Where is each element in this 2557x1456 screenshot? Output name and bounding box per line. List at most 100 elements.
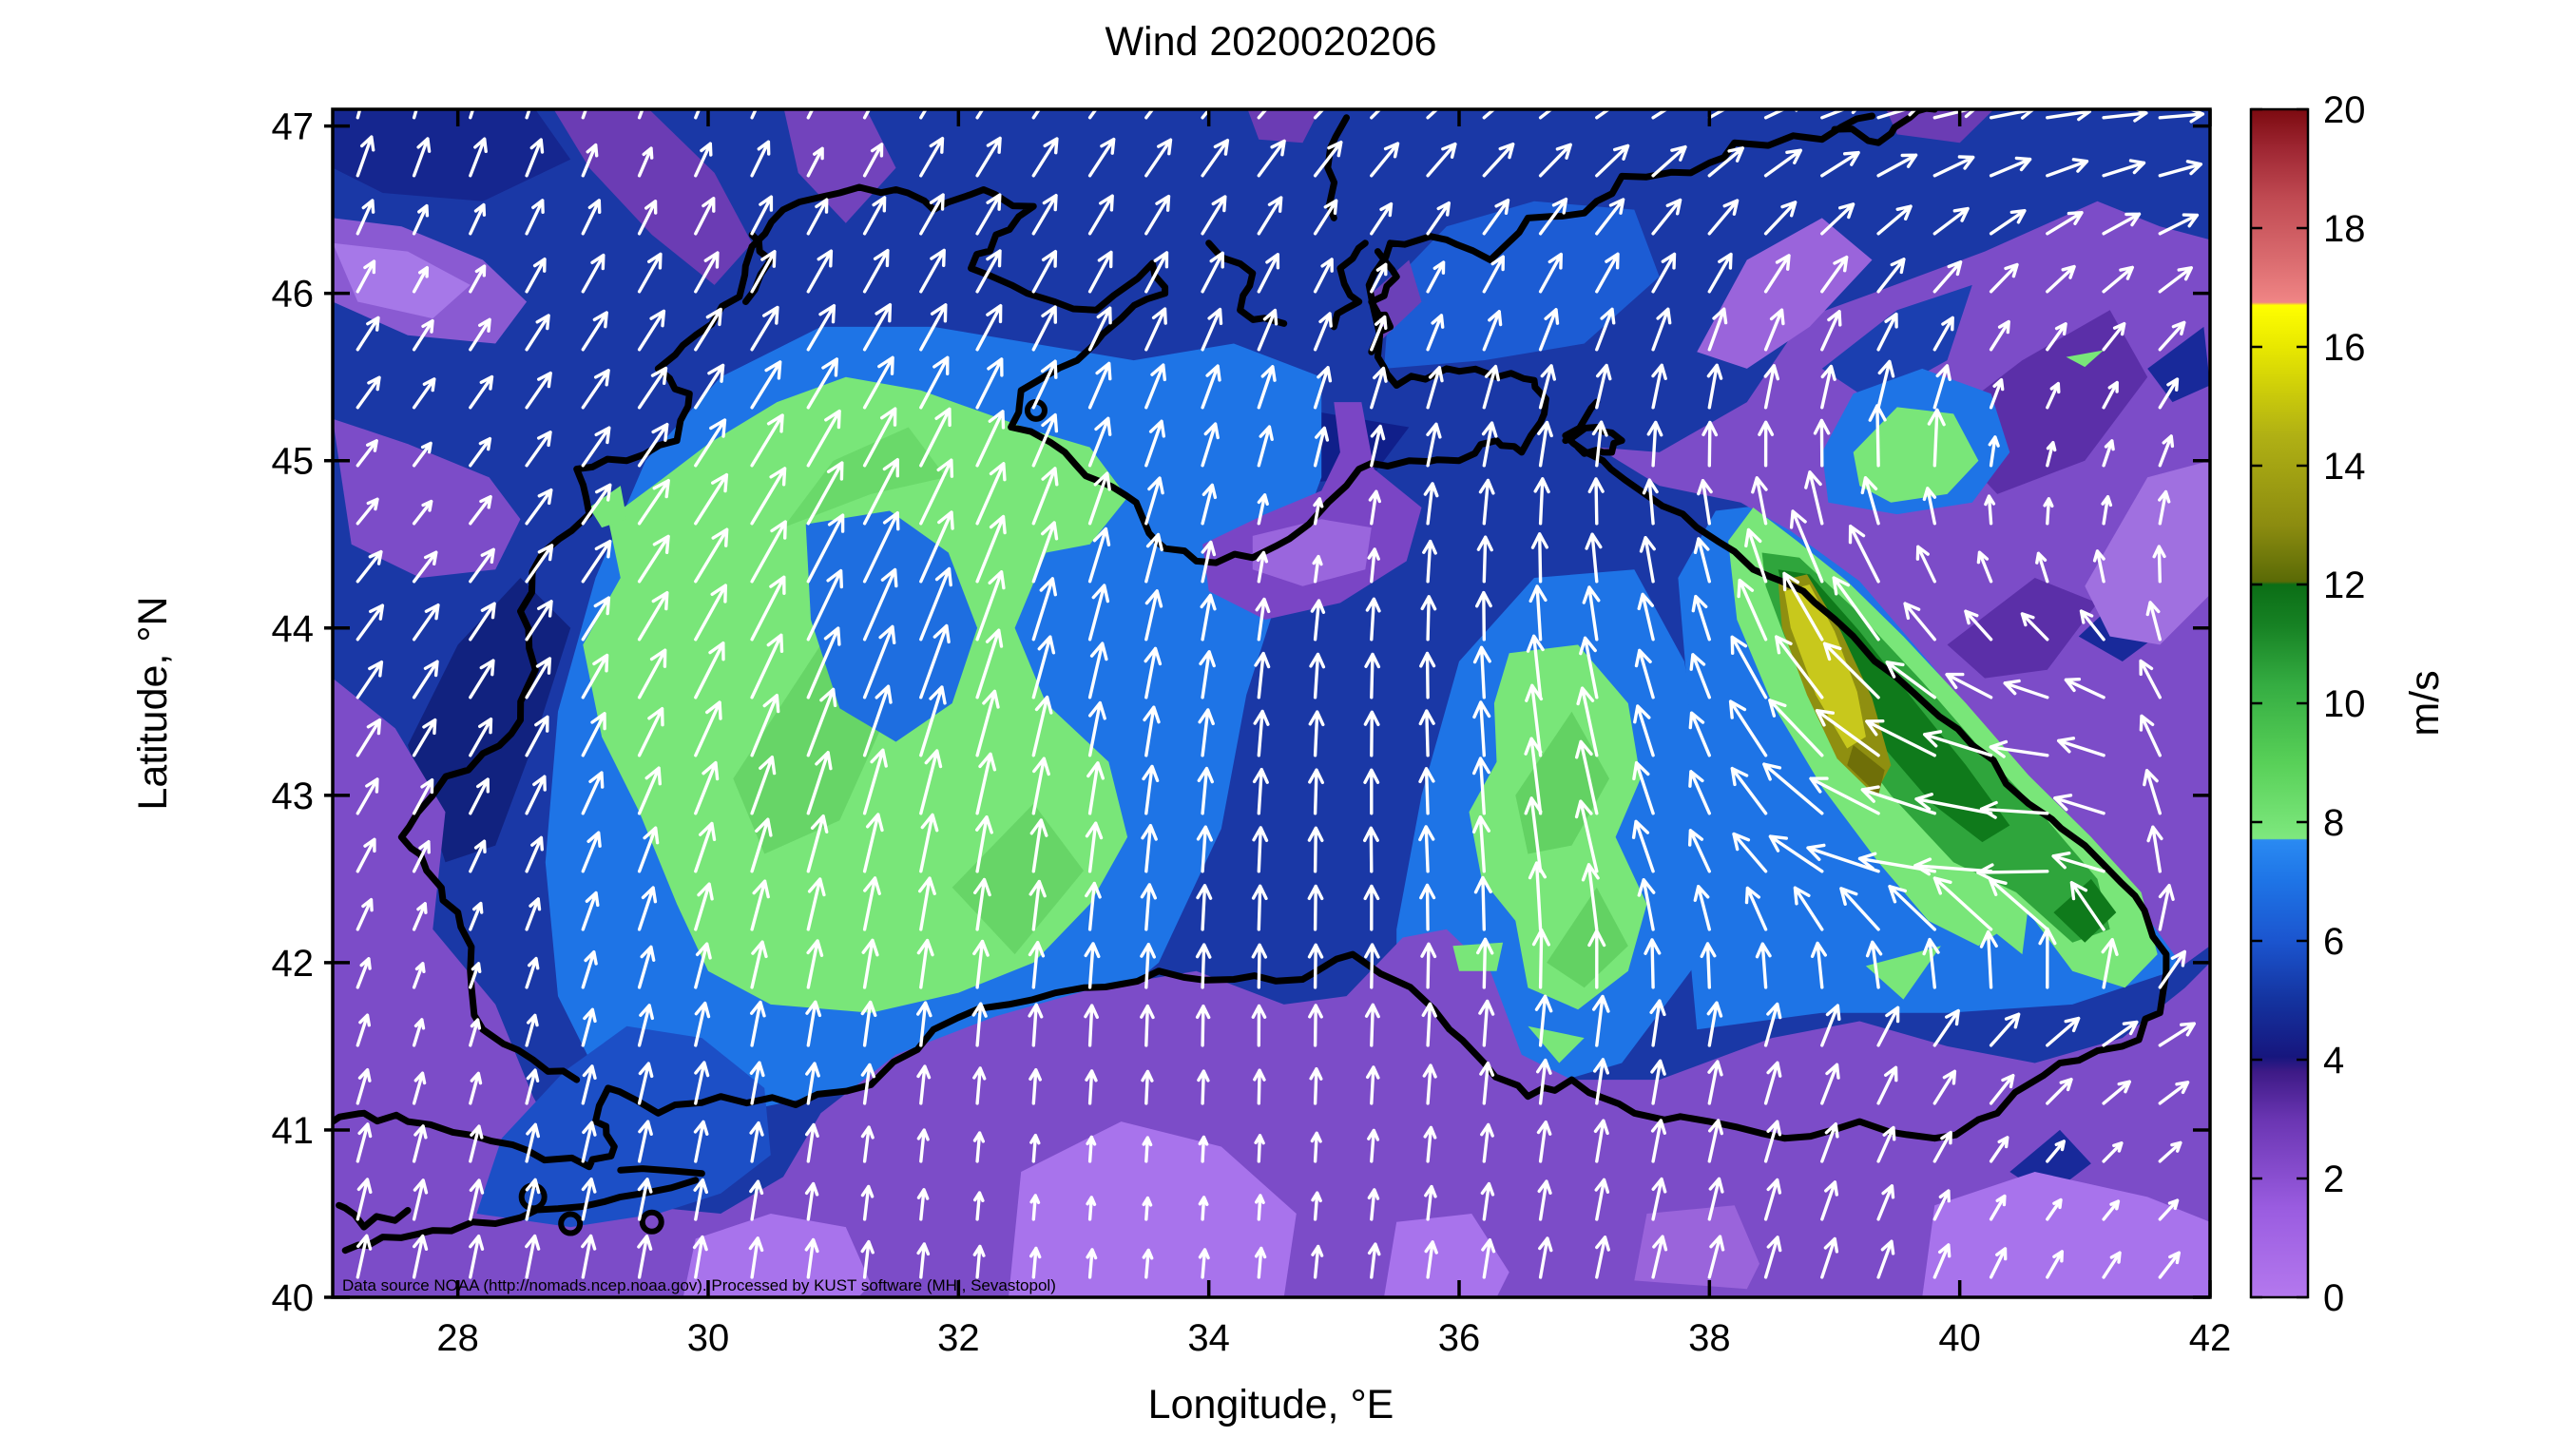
quiver-arrow — [2102, 439, 2115, 468]
quiver-arrow — [694, 197, 716, 236]
quiver-arrow — [2158, 266, 2193, 294]
quiver-arrow — [356, 718, 382, 757]
quiver-arrow — [581, 1064, 597, 1105]
quiver-arrow — [919, 137, 945, 178]
quiver-arrow — [525, 600, 553, 642]
quiver-arrow — [1860, 476, 1880, 526]
quiver-arrow — [525, 109, 531, 120]
quiver-arrow — [2217, 964, 2253, 987]
quiver-arrow — [637, 252, 663, 294]
quiver-arrow — [2158, 320, 2186, 352]
quiver-arrow — [975, 570, 1006, 642]
quiver-arrow — [1201, 364, 1221, 410]
quiver-arrow — [525, 1068, 540, 1105]
quiver-arrow — [1144, 589, 1163, 642]
quiver-arrow — [1200, 593, 1217, 642]
quiver-arrow — [412, 203, 430, 236]
y-tick-label: 41 — [272, 1110, 315, 1152]
quiver-arrow — [806, 409, 841, 468]
quiver-arrow — [637, 707, 664, 757]
quiver-arrow — [1479, 1062, 1495, 1105]
quiver-arrow — [581, 712, 606, 757]
quiver-arrow — [1311, 1244, 1324, 1279]
quiver-arrow — [1085, 821, 1104, 873]
quiver-arrow — [1763, 109, 1799, 120]
quiver-arrow — [1707, 199, 1740, 236]
quiver-arrow — [1257, 139, 1286, 178]
quiver-arrow — [862, 511, 900, 584]
quiver-arrow — [2046, 322, 2067, 352]
quiver-arrow — [2217, 1141, 2241, 1161]
quiver-arrow — [1876, 109, 1918, 120]
quiver-arrow — [1707, 146, 1744, 178]
quiver-arrow — [1142, 764, 1160, 815]
quiver-arrow — [1370, 142, 1400, 178]
quiver-arrow — [1144, 476, 1164, 526]
region-violet-1 — [683, 1214, 872, 1297]
quiver-arrow — [581, 771, 605, 815]
quiver-arrow — [2214, 599, 2226, 639]
quiver-arrow — [2217, 715, 2232, 756]
quiver-arrow — [1976, 550, 1993, 584]
quiver-arrow — [1593, 1058, 1609, 1105]
quiver-arrow — [2102, 159, 2146, 178]
quiver-arrow — [1084, 1004, 1099, 1047]
quiver-arrow — [637, 591, 669, 642]
coast-marmara-south — [341, 1177, 700, 1255]
quiver-arrow — [1367, 1128, 1380, 1163]
quiver-arrow — [1257, 253, 1280, 294]
quiver-arrow — [1585, 532, 1603, 584]
quiver-arrow — [1198, 1135, 1209, 1163]
quiver-arrow — [1367, 1188, 1380, 1221]
quiver-arrow — [581, 1178, 597, 1221]
quiver-arrow — [469, 436, 492, 468]
quiver-arrow — [356, 1234, 373, 1279]
quiver-arrow — [356, 259, 376, 294]
quiver-arrow — [1989, 209, 2027, 236]
quiver-arrow — [1364, 943, 1380, 989]
quiver-arrow — [1144, 138, 1173, 178]
quiver-arrow — [1031, 521, 1059, 584]
quiver-arrow — [1426, 314, 1445, 352]
quiver-arrow — [2102, 1080, 2131, 1105]
quiver-arrow — [637, 1235, 653, 1279]
quiver-arrow — [412, 377, 436, 410]
region-navy-top-left — [333, 109, 571, 201]
quiver-arrow — [2102, 212, 2142, 236]
quiver-arrow — [1839, 887, 1880, 931]
quiver-arrow — [469, 839, 487, 873]
quiver-arrow — [581, 831, 602, 873]
quiver-arrow — [1307, 884, 1324, 931]
quiver-arrow — [1651, 1235, 1668, 1279]
quiver-arrow — [581, 653, 609, 699]
quiver-arrow — [1426, 366, 1444, 410]
quiver-arrow — [750, 360, 782, 410]
quiver-arrow — [860, 1239, 875, 1279]
quiver-arrow — [1426, 422, 1442, 468]
quiver-arrow — [1538, 364, 1556, 410]
quiver-arrow — [525, 775, 547, 815]
quiver-arrow — [1820, 255, 1849, 294]
quiver-arrow — [1201, 139, 1230, 178]
quiver-arrow — [1031, 359, 1058, 410]
quiver-arrow — [975, 136, 1002, 178]
quiver-arrow — [1256, 550, 1269, 584]
colorbar-tick-label: 0 — [2323, 1277, 2344, 1319]
quiver-arrow — [1476, 937, 1494, 989]
quiver-arrow — [1252, 768, 1269, 815]
quiver-arrow — [1932, 1069, 1957, 1105]
quiver-arrow — [862, 458, 899, 526]
quiver-arrow — [1530, 532, 1548, 584]
quiver-arrow — [2158, 213, 2200, 236]
quiver-arrow — [1031, 467, 1059, 526]
quiver-arrow — [1592, 994, 1610, 1047]
quiver-arrow — [1370, 315, 1388, 352]
quiver-arrow — [469, 1124, 484, 1163]
quiver-arrow — [862, 624, 896, 699]
quiver-arrow — [860, 1000, 877, 1047]
quiver-arrow — [1932, 1008, 1960, 1047]
quiver-arrow — [918, 876, 936, 931]
quiver-arrow — [1984, 494, 1996, 526]
quiver-arrow — [637, 945, 656, 989]
